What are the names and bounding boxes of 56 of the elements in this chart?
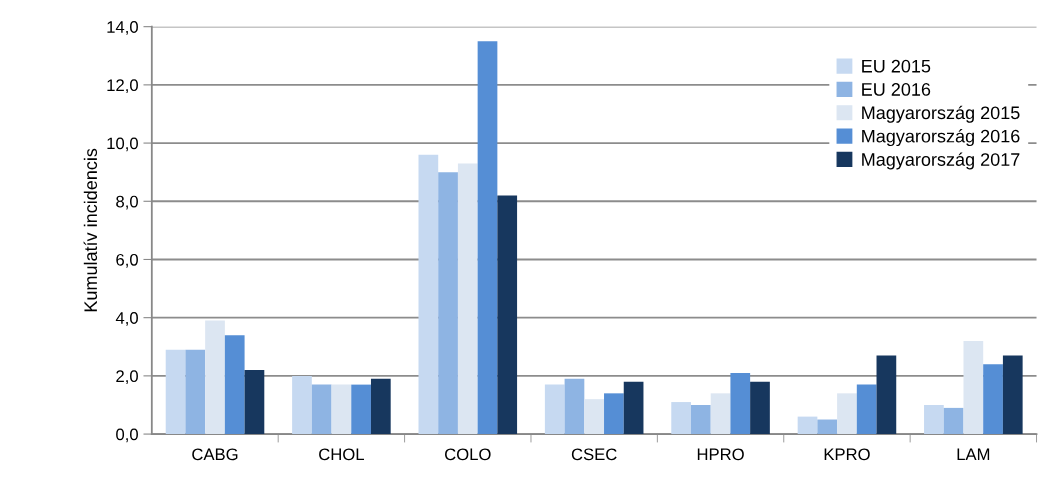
legend-label: Magyarország 2016 [862, 129, 1020, 147]
bar [837, 393, 857, 435]
x-tick-label: CABG [192, 448, 238, 461]
bar [623, 381, 644, 435]
bar [730, 372, 751, 435]
bar [544, 384, 565, 435]
y-tick-label: 6,0 [116, 253, 138, 268]
x-tick-label: CSEC [571, 448, 617, 461]
bar [710, 393, 731, 435]
bar [671, 402, 691, 435]
y-tick-label: 2,0 [116, 370, 138, 385]
bar [983, 364, 1003, 435]
bar [331, 384, 352, 435]
legend-label: Magyarország 2017 [862, 152, 1020, 170]
bar [311, 384, 332, 435]
bar [943, 407, 964, 435]
x-tick-label: LAM [957, 448, 990, 461]
bar [477, 41, 498, 435]
bar [457, 163, 478, 435]
y-axis-title: Kumulatív incidencis [83, 148, 98, 312]
bar [797, 416, 818, 435]
bar [244, 370, 265, 435]
bar [856, 384, 877, 435]
bar [418, 154, 439, 435]
bar [205, 320, 225, 435]
y-tick-label: 0,0 [116, 428, 138, 443]
bar [438, 172, 458, 435]
x-tick-label: KPRO [824, 448, 870, 461]
bar [876, 355, 897, 435]
y-tick-label: 12,0 [107, 79, 138, 94]
y-tick-label: 10,0 [107, 137, 138, 152]
bar [165, 349, 186, 435]
legend-label: EU 2016 [862, 83, 931, 96]
bar [292, 375, 312, 435]
bar [224, 335, 245, 435]
bar [817, 419, 838, 435]
bar [750, 381, 770, 435]
bar [584, 399, 605, 435]
bar [963, 340, 984, 435]
bar [351, 384, 371, 435]
bar [604, 393, 624, 435]
bar [924, 404, 944, 435]
bar [1002, 355, 1023, 435]
x-tick-label: COLO [445, 448, 491, 461]
y-tick-label: 14,0 [107, 21, 138, 35]
x-tick-label: HPRO [697, 448, 744, 461]
legend-label: EU 2015 [862, 59, 931, 73]
legend-label: Magyarország 2015 [862, 105, 1020, 123]
bar [185, 349, 206, 435]
y-tick-label: 4,0 [115, 312, 138, 326]
bar [564, 378, 585, 435]
bar [497, 195, 518, 435]
y-tick-label: 8,0 [116, 195, 138, 210]
bar [690, 404, 711, 435]
bar [370, 378, 391, 435]
x-tick-label: CHOL [319, 448, 364, 461]
